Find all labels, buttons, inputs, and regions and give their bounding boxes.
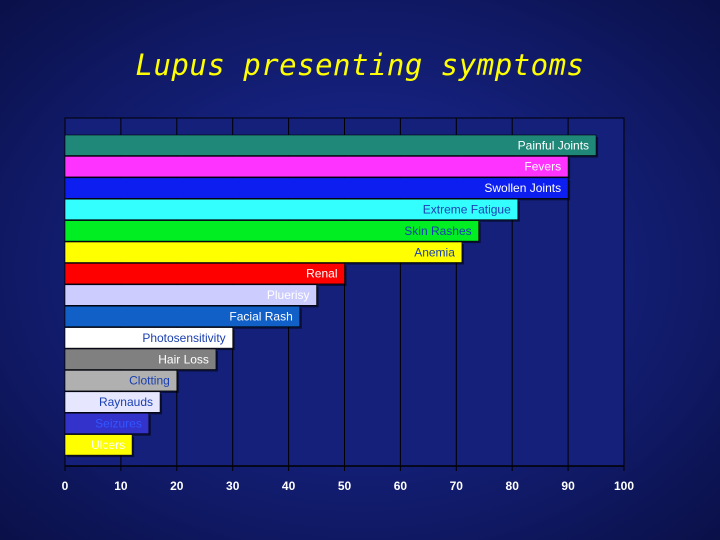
x-tick-label: 40 (282, 479, 296, 493)
chart-title: Lupus presenting symptoms (135, 48, 585, 82)
bar-label: Swollen Joints (484, 181, 561, 195)
bar (64, 305, 301, 328)
bar (64, 370, 178, 392)
bar (64, 220, 479, 242)
bar-label: Clotting (129, 374, 170, 388)
bar (64, 134, 597, 156)
x-tick-label: 50 (338, 479, 352, 493)
bar (64, 241, 463, 263)
bar-label: Photosensitivity (142, 331, 225, 345)
bar-label: Skin Rashes (404, 224, 471, 238)
bar (64, 284, 317, 306)
bar-label: Raynauds (99, 395, 153, 409)
bar-label: Renal (306, 267, 337, 281)
x-tick-label: 0 (62, 479, 69, 493)
bar (64, 198, 519, 220)
bar-label: Anemia (414, 245, 455, 259)
bar (64, 263, 345, 285)
x-tick-label: 10 (114, 479, 128, 493)
x-tick-label: 90 (561, 479, 575, 493)
bar (64, 434, 133, 456)
bar (64, 348, 217, 370)
bar (64, 177, 569, 199)
x-tick-label: 20 (170, 479, 184, 493)
bar (64, 391, 161, 413)
bar-label: Fevers (524, 160, 561, 174)
bar (64, 156, 569, 178)
bar-label: Painful Joints (518, 138, 589, 152)
bar (64, 327, 233, 349)
bar-label: Facial Rash (229, 309, 292, 323)
x-tick-label: 60 (394, 479, 408, 493)
x-tick-label: 80 (506, 479, 520, 493)
bar-label: Extreme Fatigue (423, 202, 511, 216)
bar-label: Hair Loss (158, 352, 209, 366)
bar-label: Ulcers (91, 438, 125, 452)
x-tick-label: 70 (450, 479, 464, 493)
x-tick-label: 100 (614, 479, 634, 493)
bar-label: Pluerisy (267, 288, 310, 302)
x-tick-label: 30 (226, 479, 240, 493)
bar (64, 412, 150, 435)
bar-label: Seizures (95, 416, 142, 430)
